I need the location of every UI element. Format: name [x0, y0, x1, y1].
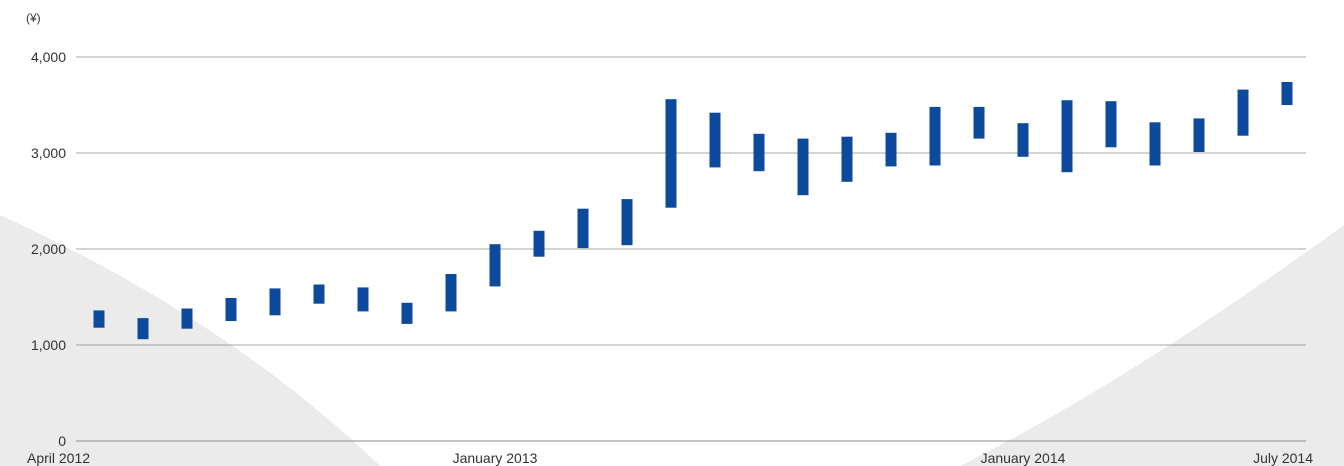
price-range-bar [445, 274, 457, 312]
price-range-bar [929, 106, 941, 166]
price-range-bar [577, 208, 589, 249]
x-tick-label: January 2014 [981, 450, 1066, 466]
price-range-bar [1105, 101, 1117, 148]
price-range-bar [797, 138, 809, 196]
x-tick-label: April 2012 [27, 450, 90, 466]
price-range-bar [973, 106, 985, 139]
price-range-bar [709, 112, 721, 168]
price-range-bar [489, 244, 501, 287]
price-range-bars [93, 82, 1293, 340]
price-range-bar [225, 298, 237, 321]
price-range-bar [357, 287, 369, 312]
price-range-bar [1149, 122, 1161, 166]
y-tick-label: 1,000 [31, 337, 66, 353]
price-range-bar [137, 318, 149, 340]
price-range-bar [1017, 123, 1029, 157]
y-axis-unit-label: (¥) [26, 11, 41, 25]
price-range-bar [665, 99, 677, 208]
axis-labels: (¥) 0 1,000 2,000 3,000 4,000 April 2012 Janua… [26, 11, 1313, 466]
price-range-bar [401, 302, 413, 324]
y-tick-label: 2,000 [31, 241, 66, 257]
x-tick-label: July 2014 [1253, 450, 1313, 466]
price-range-bar [181, 308, 193, 329]
y-tick-label: 3,000 [31, 145, 66, 161]
price-range-bar [533, 230, 545, 257]
x-tick-label: January 2013 [453, 450, 538, 466]
y-tick-label: 4,000 [31, 49, 66, 65]
price-range-bar [1193, 118, 1205, 152]
price-range-bar [313, 284, 325, 304]
price-range-bar [269, 288, 281, 316]
price-range-bar [93, 310, 105, 328]
price-range-bar [1237, 89, 1249, 136]
price-range-bar [1281, 82, 1293, 105]
price-range-bar [1061, 100, 1073, 173]
price-range-bar [753, 133, 765, 172]
y-tick-label: 0 [58, 433, 66, 449]
gridlines [76, 56, 1306, 442]
background-arc-left [0, 215, 380, 466]
price-range-bar [621, 199, 633, 246]
price-range-bar [885, 132, 897, 167]
price-range-bar [841, 136, 853, 182]
background-decoration [0, 215, 1344, 466]
background-arc-right [960, 225, 1344, 466]
